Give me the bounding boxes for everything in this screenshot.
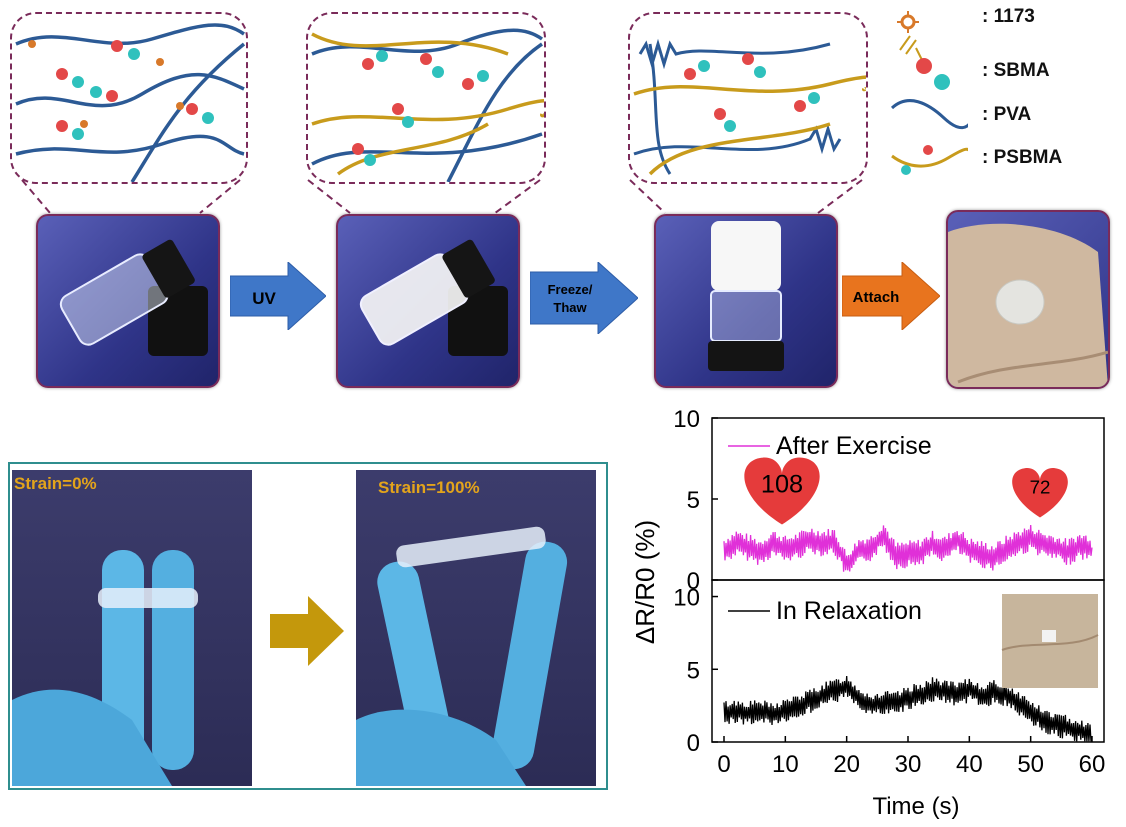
thaw-arrow-label: Thaw xyxy=(553,300,587,315)
stretch-arrow xyxy=(270,596,344,666)
sbma-monomer-icon xyxy=(899,35,950,90)
zoom-panel-uv-network xyxy=(306,12,556,184)
uv-arrow-label: UV xyxy=(252,289,276,308)
zoom-panel-freeze-thaw-network xyxy=(628,12,878,184)
sbma-monomers xyxy=(56,40,214,140)
uv-network-diagram xyxy=(311,28,556,183)
photo-attached-on-hand xyxy=(946,210,1110,389)
inset-sensor-patch xyxy=(1042,630,1056,642)
photo-strain-100: Strain=100% xyxy=(356,470,596,786)
x-tick-label: 50 xyxy=(1017,751,1044,778)
legend-label-relaxation: In Relaxation xyxy=(776,597,922,625)
legend-label-sbma: : SBMA xyxy=(982,60,1050,81)
x-tick-label: 30 xyxy=(895,751,922,778)
after-exercise-line xyxy=(723,524,1093,572)
legend-label-after-exercise: After Exercise xyxy=(776,432,932,460)
x-tick-label: 60 xyxy=(1079,751,1106,778)
photo-precursor-vial xyxy=(36,214,220,388)
strain-0-label: Strain=0% xyxy=(14,474,97,493)
relaxation-line xyxy=(723,675,1093,742)
y-tick-label: 10 xyxy=(673,406,700,433)
y-tick-label: 10 xyxy=(673,585,700,612)
gloved-fingers-illustration xyxy=(356,526,568,786)
pva-chain-icon xyxy=(890,99,968,130)
freeze-thaw-network-diagram xyxy=(633,38,878,176)
photo-freeze-thaw-vial xyxy=(654,214,838,388)
photo-uv-vial xyxy=(336,214,520,388)
attach-arrow-label: Attach xyxy=(853,289,900,306)
heart-72: 72 xyxy=(1012,467,1068,518)
y-tick-label: 0 xyxy=(687,730,700,757)
x-tick-label: 10 xyxy=(772,751,799,778)
x-axis-label: Time (s) xyxy=(872,793,959,820)
legend-label-psbma: : PSBMA xyxy=(982,147,1063,168)
precursor-network-diagram xyxy=(15,23,246,183)
strain-100-label: Strain=100% xyxy=(378,478,480,497)
legend-label-pva: : PVA xyxy=(982,104,1032,125)
vial-illustration xyxy=(708,221,784,371)
y-tick-label: 0 xyxy=(687,568,700,595)
vial-illustration xyxy=(59,239,208,356)
x-tick-label: 20 xyxy=(833,751,860,778)
heart-icon xyxy=(1012,467,1068,518)
x-tick-label: 0 xyxy=(717,751,730,778)
hand-illustration xyxy=(948,223,1108,387)
legend-icons xyxy=(890,11,968,175)
vial-illustration xyxy=(359,239,508,356)
photo-strain-0: Strain=0% xyxy=(12,470,252,786)
inset-wrist-crease xyxy=(1001,634,1099,651)
y-axis-label: ΔR/R0 (%) xyxy=(630,520,660,644)
psbma-chain-icon xyxy=(891,145,968,175)
initiator-stars xyxy=(28,40,184,128)
attach-arrow: Attach xyxy=(842,262,940,330)
legend-label-1173: : 1173 xyxy=(982,6,1035,27)
freeze-arrow-label: Freeze/ xyxy=(548,282,593,297)
heart-rate-label: 108 xyxy=(761,470,803,498)
heart-icon xyxy=(744,457,820,525)
initiator-star-icon xyxy=(897,11,919,33)
gloved-fingers-illustration xyxy=(12,550,198,786)
heart-108: 108 xyxy=(744,457,820,525)
y-tick-label: 5 xyxy=(687,487,700,514)
uv-arrow: UV xyxy=(230,262,326,330)
x-tick-label: 40 xyxy=(956,751,983,778)
y-tick-label: 5 xyxy=(687,657,700,684)
schematic-connectors xyxy=(21,179,863,214)
zoom-panel-precursor xyxy=(10,12,248,184)
stretch-demo-panel xyxy=(8,462,608,790)
freeze-thaw-arrow: Freeze/ Thaw xyxy=(530,262,638,334)
heart-rate-label: 72 xyxy=(1030,477,1051,498)
